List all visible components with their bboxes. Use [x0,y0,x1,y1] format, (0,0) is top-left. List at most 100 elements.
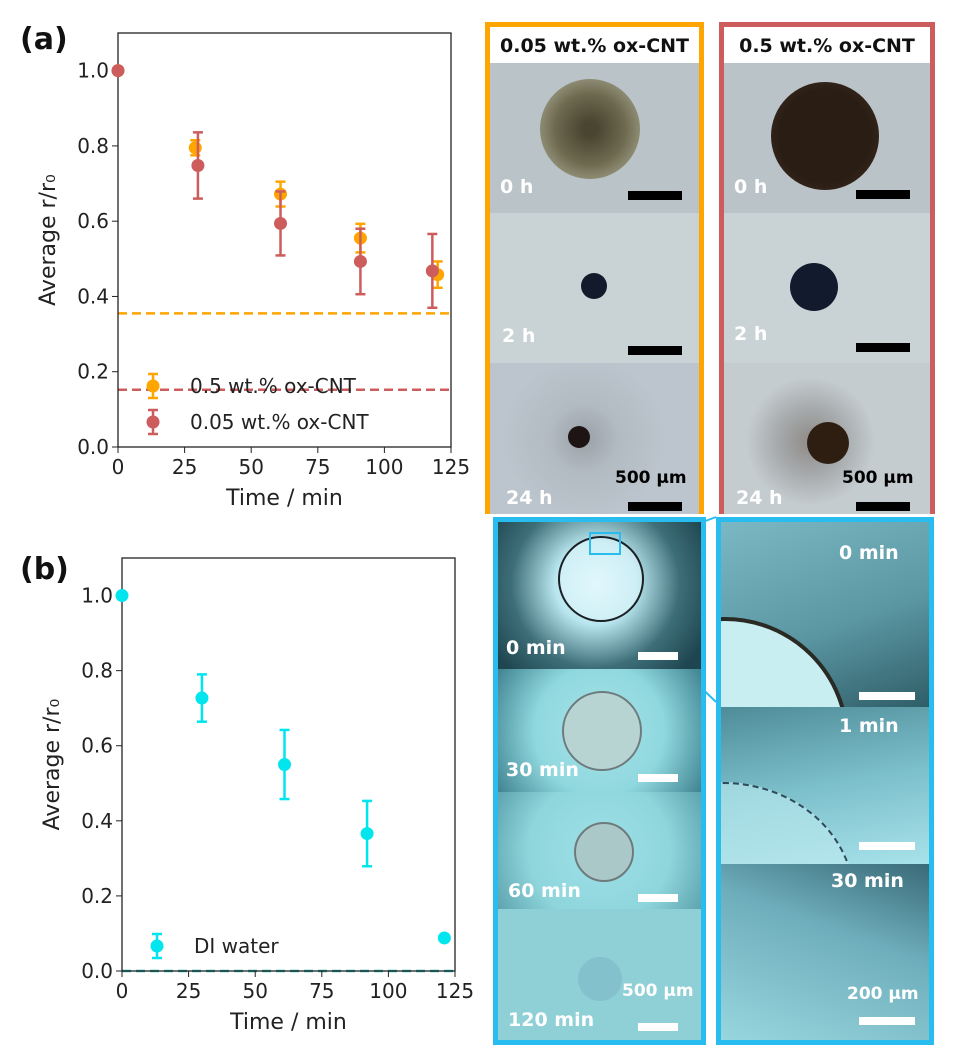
scale-bar [856,343,910,352]
data-point [191,158,205,172]
micrograph-0min: 0 min [498,522,701,669]
scale-label: 500 µm [615,468,687,488]
chart-b: 0 25 50 75 100 125 0.0 0.2 0.4 0.6 0.8 1.0 Time / mi… [40,557,474,1035]
zoom-region-marker [589,532,621,555]
legend-label: 0.05 wt.% ox-CNT [190,410,369,434]
x-tick-label: 0 [116,979,129,1003]
time-label: 120 min [508,1009,595,1031]
y-tick-label: 0.6 [77,209,109,233]
x-tick-label: 75 [309,979,334,1003]
micrograph-30min: 30 min [498,669,701,792]
data-point [115,589,129,603]
legend-marker [146,415,160,429]
y-axis-label: Average r/r₀ [40,698,65,830]
droplet [581,273,607,299]
micrograph-0h: 0 h [724,63,930,213]
scale-bar [859,842,915,850]
micrograph-zoom-0min: 0 min [721,522,929,707]
droplet [578,957,622,1001]
y-tick-label: 0.2 [81,884,113,908]
droplet [562,691,642,771]
chart-a: 0 25 50 75 100 125 0.0 0.2 0.4 0.6 0.8 1.0 Time / mi… [36,32,470,511]
scale-bar [638,1023,678,1031]
droplet [568,426,590,448]
scale-label: 500 µm [842,468,914,488]
scale-bar [628,502,682,511]
y-tick-label: 0.0 [81,959,113,983]
y-tick-label: 1.0 [77,59,109,83]
x-tick-label: 0 [112,455,125,479]
micrograph-60min: 60 min [498,792,701,909]
y-tick-label: 0.8 [77,134,109,158]
y-tick-label: 0.4 [81,809,113,833]
image-panel-di-water: 0 min 30 min 60 min 500 µm 120 min [493,517,706,1045]
droplet [558,536,644,622]
x-tick-label: 125 [432,455,470,479]
x-tick-label: 75 [305,455,330,479]
scale-label: 500 µm [622,981,694,1001]
time-label: 24 h [506,487,553,509]
scale-bar [628,346,682,355]
time-label: 60 min [508,880,581,902]
x-tick-label: 50 [238,455,263,479]
x-axis-label: Time / min [229,1010,347,1035]
data-point [111,64,125,78]
time-label: 0 min [506,637,566,659]
scale-bar [856,190,910,199]
droplet [574,822,634,882]
droplet [790,263,838,311]
x-tick-label: 100 [369,979,407,1003]
droplet [807,422,849,464]
scale-bar [638,652,678,660]
data-point [195,691,209,705]
image-panel-title: 0.5 wt.% ox-CNT [724,27,930,63]
scale-label: 200 µm [847,984,919,1004]
micrograph-2h: 2 h [490,213,699,363]
droplet-edge [721,782,855,864]
data-point [278,758,292,771]
panel-a-label: (a) [20,22,68,57]
scale-bar [859,1017,915,1025]
data-point [274,216,288,230]
y-axis-label: Average r/r₀ [36,174,61,306]
y-tick-label: 0.6 [81,734,113,758]
time-label: 24 h [736,487,783,509]
droplet [771,82,879,190]
plot-frame [121,557,456,972]
x-axis-label: Time / min [225,486,343,511]
scale-bar [638,894,678,902]
x-tick-label: 50 [242,979,267,1003]
legend-label: 0.5 wt.% ox-CNT [190,374,357,398]
time-label: 2 h [734,323,768,345]
micrograph-2h: 2 h [724,213,930,363]
y-tick-label: 0.4 [77,284,109,308]
x-tick-label: 25 [176,979,201,1003]
droplet-edge [721,617,849,707]
image-panel-high-conc: 0.5 wt.% ox-CNT 0 h 2 h 500 µm 24 h [719,22,935,514]
time-label: 1 min [839,715,899,737]
image-panel-low-conc: 0.05 wt.% ox-CNT 0 h 2 h 500 µm 24 h [485,22,704,514]
droplet [540,79,640,179]
data-point [437,931,451,945]
scale-bar [638,774,678,782]
time-label: 0 h [734,176,768,198]
y-tick-label: 0.0 [77,435,109,459]
micrograph-zoom-1min: 1 min [721,707,929,864]
data-point [353,254,367,268]
time-label: 30 min [831,870,904,892]
legend-marker [146,379,160,393]
data-point [425,264,439,278]
micrograph-120min: 500 µm 120 min [498,909,701,1040]
time-label: 0 min [839,542,899,564]
y-tick-label: 0.2 [77,360,109,384]
x-tick-label: 125 [436,979,474,1003]
time-label: 2 h [502,325,536,347]
legend-marker [150,939,164,953]
plot-frame [117,32,452,448]
micrograph-0h: 0 h [490,63,699,213]
x-tick-label: 25 [172,455,197,479]
scale-bar [859,692,915,700]
time-label: 30 min [506,759,579,781]
y-tick-label: 1.0 [81,584,113,608]
